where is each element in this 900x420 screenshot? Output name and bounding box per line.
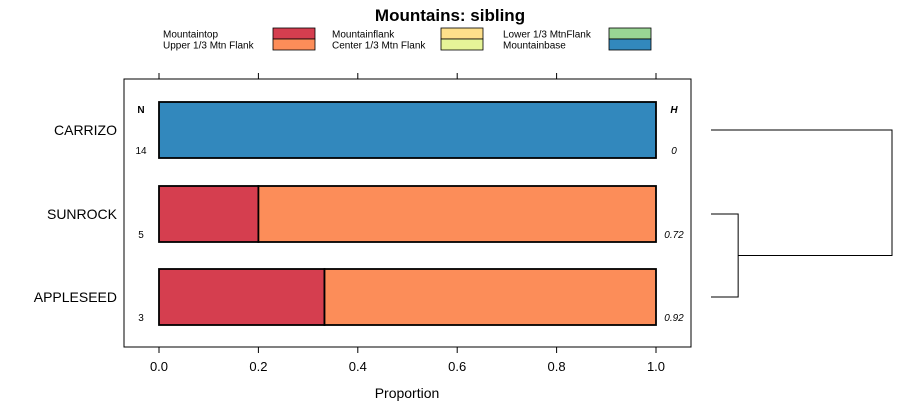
h-header: H — [670, 105, 678, 116]
x-tick-label: 0.6 — [448, 359, 466, 374]
bars — [158, 101, 657, 326]
x-tick-label: 1.0 — [647, 359, 665, 374]
category-label-sunrock: SUNROCK — [47, 206, 118, 222]
bar-appleseed-upper-1-3-mtn-flank — [323, 268, 657, 326]
legend-swatch-upper-1-3-mtn-flank — [272, 38, 316, 51]
x-axis-title: Proportion — [375, 385, 440, 401]
x-tick-label: 0.4 — [349, 359, 367, 374]
x-tick-label: 0.8 — [548, 359, 566, 374]
plot-panel — [123, 78, 692, 348]
legend-label-upper-1-3-mtn-flank: Upper 1/3 Mtn Flank — [163, 41, 255, 52]
dendrogram-branch-1 — [711, 213, 739, 298]
category-label-carrizo: CARRIZO — [54, 122, 117, 138]
legend-label-lower-1-3-mtnflank: Lower 1/3 MtnFlank — [503, 30, 592, 41]
h-value-carrizo: 0 — [671, 146, 677, 157]
legend-label-mountaintop: Mountaintop — [163, 30, 218, 41]
x-tick-label: 0.0 — [150, 359, 168, 374]
legend-swatch-mountainbase — [608, 38, 652, 51]
x-tick-label: 0.2 — [249, 359, 267, 374]
legend-label-mountainbase: Mountainbase — [503, 41, 566, 52]
chart-title: Mountains: sibling — [375, 6, 525, 25]
legend-label-center-1-3-mtn-flank: Center 1/3 Mtn Flank — [332, 41, 426, 52]
n-header: N — [137, 105, 144, 116]
h-value-appleseed: 0.92 — [664, 313, 684, 324]
h-value-sunrock: 0.72 — [664, 230, 684, 241]
n-value-appleseed: 3 — [138, 313, 144, 324]
legend-swatch-mountainflank — [440, 27, 484, 40]
n-value-sunrock: 5 — [138, 230, 144, 241]
category-labels: CARRIZO SUNROCK APPLESEED — [34, 122, 118, 305]
dendrogram — [711, 129, 893, 298]
bar-carrizo-mountainbase — [158, 101, 657, 159]
legend-swatch-lower-1-3-mtnflank — [608, 27, 652, 40]
legend-swatch-mountaintop — [272, 27, 316, 40]
category-label-appleseed: APPLESEED — [34, 289, 117, 305]
annotations: 14 0 5 0.72 3 0.92 — [135, 146, 684, 324]
bar-appleseed-mountaintop — [158, 268, 326, 326]
x-axis: 0.0 0.2 0.4 0.6 0.8 1.0 — [150, 73, 665, 374]
legend-label-mountainflank: Mountainflank — [332, 30, 395, 41]
bar-sunrock-upper-1-3-mtn-flank — [257, 185, 657, 243]
dendrogram-branch-2 — [711, 129, 893, 256]
bar-sunrock-mountaintop — [158, 185, 260, 243]
legend-swatch-center-1-3-mtn-flank — [440, 38, 484, 51]
n-value-carrizo: 14 — [135, 146, 147, 157]
